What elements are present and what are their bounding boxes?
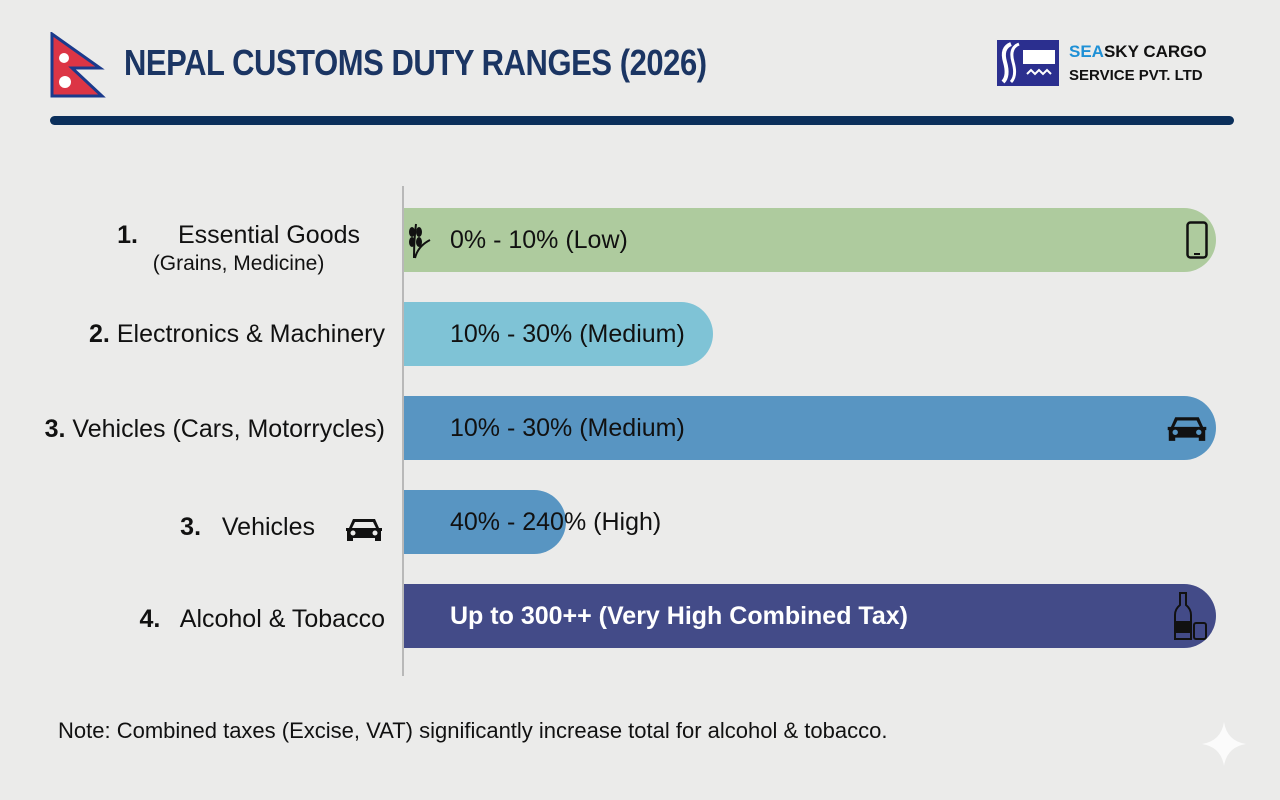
sparkle-icon [1202,722,1246,766]
category-name: Vehicles (Cars, Motorrycles) [72,415,385,443]
bar-4 [404,584,1216,648]
bar-label: 0% - 10% (Low) [450,226,628,254]
bar-3 [404,490,567,554]
brand-subtitle: SERVICE PVT. LTD [1069,67,1203,84]
category-number: 4. [139,605,161,633]
category-label-alcohol: 4. Alcohol & Tobacco [139,605,385,634]
bar-0 [404,208,1216,272]
category-name: Alcohol & Tobacco [179,605,385,633]
category-subtitle: (Grains, Medicine) [152,252,325,275]
bar-label: 10% - 30% (Medium) [450,320,685,348]
bottle-glass-icon [1174,591,1208,646]
smartphone-icon [1186,221,1208,264]
category-label-essential: 1. Essential Goods (Grains, Medicine) [117,221,360,276]
wheat-icon [404,220,434,265]
brand-highlight: SEA [1069,42,1104,61]
chart-axis-line [402,186,404,676]
category-number: 1. [117,221,138,249]
category-name: Vehicles [221,513,315,541]
seasky-logo-icon [997,40,1059,86]
category-label-electronics: 2. Electronics & Machinery [89,320,385,349]
category-name: Essential Goods [177,221,360,249]
bar-label: 40% - 240% (High) [450,508,662,536]
category-number: 3. [180,513,202,541]
header-divider [50,116,1234,125]
footnote: Note: Combined taxes (Excise, VAT) signi… [58,718,888,743]
category-label-vehicles: 3. Vehicles [180,513,385,542]
brand-rest: SKY CARGO [1103,42,1207,61]
category-label-vehicles-cars: 3. Vehicles (Cars, Motorrycles) [45,415,385,444]
bar-label: 10% - 30% (Medium) [450,414,685,442]
page-title: NEPAL CUSTOMS DUTY RANGES (2026) [124,42,707,83]
category-number: 2. [89,320,110,348]
bar-1 [404,302,713,366]
car-icon [1166,413,1208,448]
nepal-flag-icon [50,32,106,98]
bar-2 [404,396,1216,460]
category-number: 3. [44,415,66,443]
category-name: Electronics & Machinery [116,320,385,348]
bar-label: Up to 300++ (Very High Combined Tax) [450,602,908,630]
car-icon [346,519,382,541]
brand-name: SEASKY CARGO [1069,42,1207,62]
